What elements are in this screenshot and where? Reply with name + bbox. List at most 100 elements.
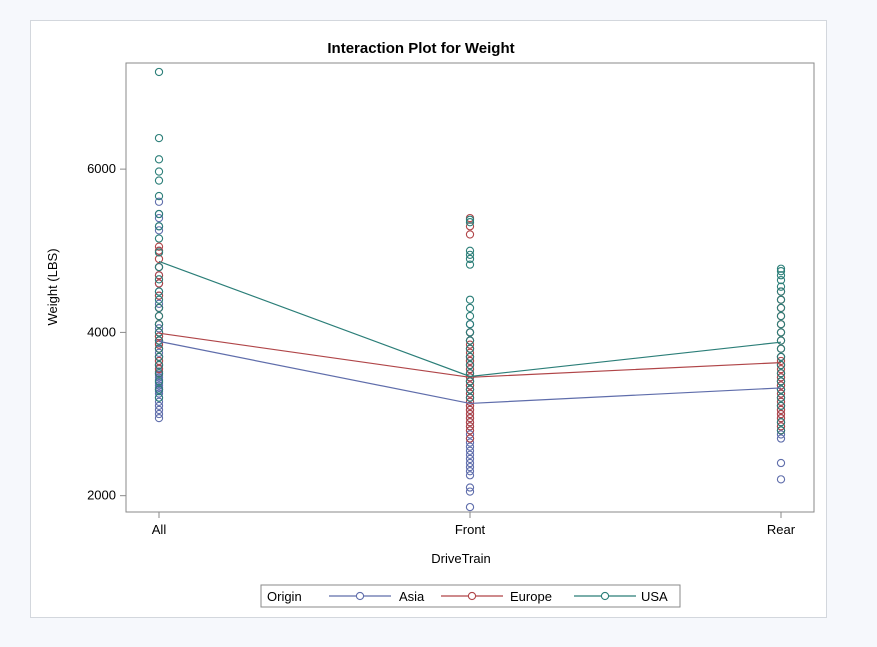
x-tick-label: Front bbox=[455, 522, 486, 537]
data-point bbox=[465, 467, 475, 476]
data-point bbox=[465, 393, 475, 402]
data-point bbox=[776, 356, 786, 366]
data-point bbox=[154, 344, 164, 353]
data-point bbox=[465, 320, 475, 329]
data-point bbox=[154, 381, 164, 390]
data-point bbox=[154, 287, 164, 296]
data-point bbox=[465, 397, 475, 406]
data-point bbox=[154, 409, 164, 419]
data-point bbox=[154, 234, 164, 243]
data-point bbox=[465, 303, 475, 313]
data-point bbox=[154, 209, 164, 219]
y-tick-label: 2000 bbox=[87, 488, 116, 503]
data-point bbox=[154, 352, 164, 362]
data-point bbox=[776, 360, 786, 370]
data-point bbox=[154, 360, 164, 370]
data-point bbox=[465, 340, 475, 349]
data-point bbox=[465, 405, 475, 415]
data-point bbox=[154, 226, 164, 235]
data-point bbox=[776, 336, 786, 345]
data-point bbox=[154, 299, 164, 308]
data-point bbox=[154, 369, 164, 378]
data-point bbox=[465, 246, 475, 255]
data-point bbox=[154, 320, 164, 329]
data-point bbox=[154, 197, 164, 206]
data-point bbox=[154, 332, 164, 341]
data-point bbox=[465, 222, 475, 231]
chart-frame: Interaction Plot for Weight 2000 4000 6000… bbox=[30, 20, 827, 618]
data-point bbox=[154, 271, 164, 280]
data-point bbox=[154, 311, 164, 321]
data-point bbox=[465, 418, 475, 427]
data-point bbox=[776, 267, 786, 276]
legend-label: Asia bbox=[399, 589, 425, 604]
data-point bbox=[154, 279, 164, 288]
data-point bbox=[776, 413, 786, 423]
data-point bbox=[465, 260, 475, 269]
data-point bbox=[776, 393, 786, 402]
data-point bbox=[154, 324, 164, 333]
data-point bbox=[465, 344, 475, 353]
data-point bbox=[465, 434, 475, 443]
data-point bbox=[465, 352, 475, 362]
series-line bbox=[158, 260, 782, 378]
data-point bbox=[154, 401, 164, 411]
data-point bbox=[776, 385, 786, 394]
data-point bbox=[465, 409, 475, 419]
data-point bbox=[465, 328, 475, 337]
data-point bbox=[465, 348, 475, 357]
data-point bbox=[154, 291, 164, 300]
x-axis-label: DriveTrain bbox=[431, 551, 490, 566]
legend-marker bbox=[600, 591, 610, 601]
data-point bbox=[465, 401, 475, 411]
data-point bbox=[776, 475, 786, 484]
data-point bbox=[776, 264, 786, 273]
legend: Origin Asia Europe USA bbox=[260, 584, 681, 608]
data-point bbox=[776, 352, 786, 362]
legend-label: Europe bbox=[510, 589, 552, 604]
data-point bbox=[465, 218, 475, 227]
data-point bbox=[154, 155, 164, 164]
data-point bbox=[776, 434, 786, 443]
data-point bbox=[465, 450, 475, 460]
data-point bbox=[154, 213, 164, 223]
series-line bbox=[158, 340, 782, 405]
data-point bbox=[465, 385, 475, 394]
data-point bbox=[154, 248, 164, 257]
data-point bbox=[465, 254, 475, 264]
data-point bbox=[776, 271, 786, 280]
data-point bbox=[154, 262, 164, 272]
data-point bbox=[154, 167, 164, 176]
data-point bbox=[776, 401, 786, 411]
data-point bbox=[465, 502, 475, 512]
y-tick-label: 6000 bbox=[87, 161, 116, 176]
data-point bbox=[465, 442, 475, 451]
data-point bbox=[465, 458, 475, 468]
data-point bbox=[776, 369, 786, 378]
data-point bbox=[154, 67, 164, 77]
data-point bbox=[154, 373, 164, 382]
data-point bbox=[776, 303, 786, 313]
data-point bbox=[154, 413, 164, 423]
data-point bbox=[154, 295, 164, 304]
data-point bbox=[465, 356, 475, 366]
data-point bbox=[154, 176, 164, 185]
data-point bbox=[154, 397, 164, 406]
data-point bbox=[154, 275, 164, 284]
y-tick-label: 4000 bbox=[87, 324, 116, 339]
data-point bbox=[465, 483, 475, 492]
data-point bbox=[154, 222, 164, 231]
data-point bbox=[465, 446, 475, 455]
data-point bbox=[776, 344, 786, 353]
data-point bbox=[465, 487, 475, 496]
data-point bbox=[465, 311, 475, 321]
data-point bbox=[776, 320, 786, 329]
data-point bbox=[465, 295, 475, 304]
data-point bbox=[154, 356, 164, 366]
y-axis-label: Weight (LBS) bbox=[45, 248, 60, 325]
legend-marker bbox=[355, 591, 365, 601]
data-point bbox=[154, 254, 164, 264]
data-point bbox=[154, 377, 164, 386]
data-point bbox=[465, 230, 475, 239]
data-point bbox=[776, 381, 786, 390]
